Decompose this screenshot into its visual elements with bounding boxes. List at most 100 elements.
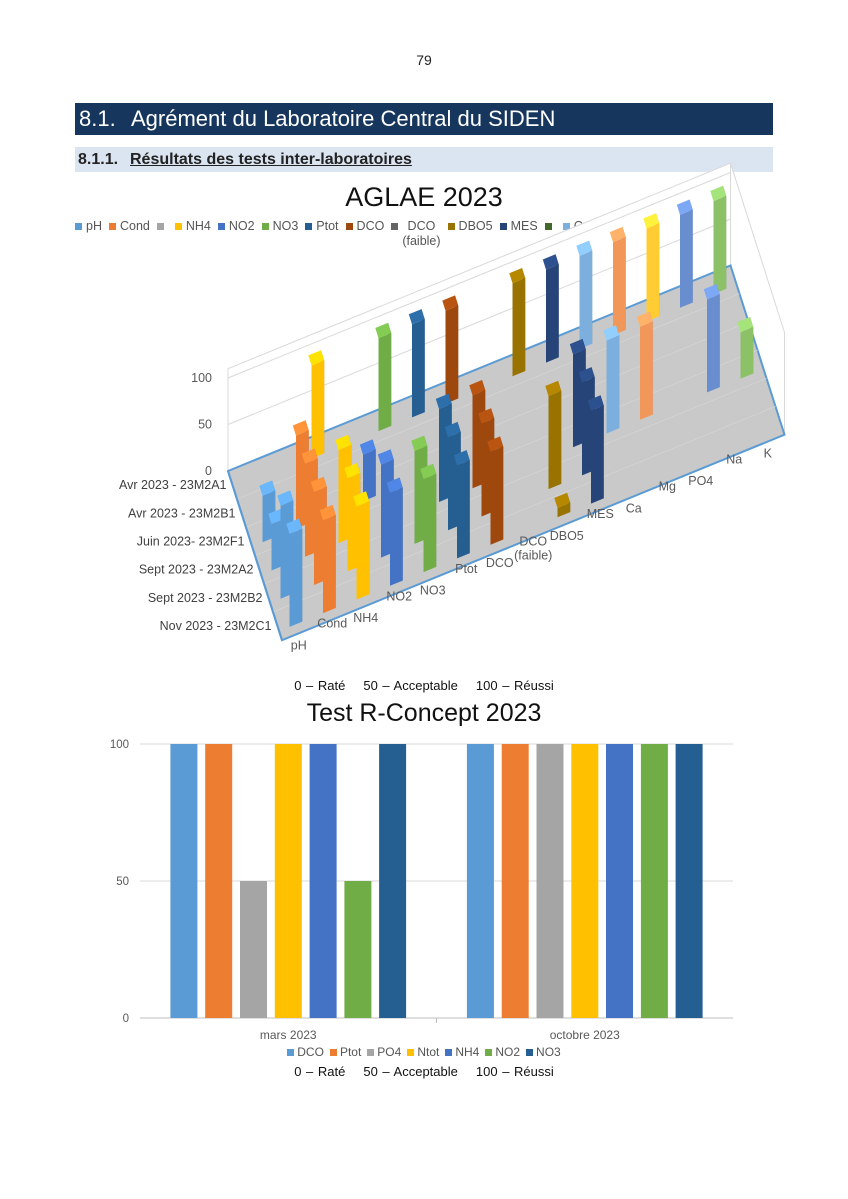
bar bbox=[308, 350, 325, 459]
scale-fail: 0 – Raté bbox=[294, 678, 346, 693]
scale-pass: 100 – Réussi bbox=[475, 678, 554, 693]
bar-top bbox=[545, 380, 562, 397]
legend-label: DCO bbox=[297, 1045, 324, 1059]
subsection-heading: 8.1.1. Résultats des tests inter-laborato… bbox=[75, 147, 773, 172]
bar bbox=[643, 213, 660, 322]
bar bbox=[386, 477, 403, 586]
rconcept-scale-note: 0 – Raté 50 – Acceptable 100 – Réussi bbox=[0, 1064, 848, 1079]
bar-front bbox=[613, 237, 626, 336]
bar bbox=[603, 325, 620, 434]
legend-label: DBO5 bbox=[458, 219, 493, 233]
bar-top bbox=[542, 254, 559, 270]
series-label: Sept 2023 - 23M2A2 bbox=[139, 563, 254, 577]
bar-top bbox=[359, 439, 376, 455]
bar-front bbox=[423, 473, 437, 573]
legend-swatch bbox=[526, 1048, 534, 1056]
bar-top bbox=[277, 490, 294, 506]
rconcept-chart-title: Test R-Concept 2023 bbox=[306, 699, 542, 727]
legend-entry: NO3 bbox=[526, 1045, 561, 1059]
bar-front bbox=[363, 449, 376, 502]
bar bbox=[609, 226, 626, 336]
category-label: DCO bbox=[486, 556, 514, 570]
bar-front bbox=[640, 321, 653, 420]
legend-label: NO2 bbox=[495, 1045, 521, 1059]
legend-label: Cond bbox=[119, 219, 150, 233]
legend-entry: pH bbox=[75, 219, 102, 234]
bar-front bbox=[311, 360, 325, 459]
bar bbox=[442, 295, 459, 404]
legend-entry: NO2 bbox=[217, 219, 255, 234]
bar-front bbox=[490, 446, 504, 545]
bar bbox=[703, 284, 720, 393]
bar bbox=[675, 744, 703, 1018]
bar-top bbox=[737, 316, 754, 333]
bar bbox=[640, 744, 668, 1018]
legend-label: pH bbox=[86, 219, 102, 233]
legend-swatch bbox=[391, 223, 399, 230]
bar bbox=[501, 744, 529, 1018]
series-label: Nov 2023 - 23M2C1 bbox=[160, 619, 272, 633]
category-label: MES bbox=[587, 507, 614, 521]
bar-front bbox=[546, 264, 559, 363]
section-number: 8.1. bbox=[79, 106, 116, 131]
bar-front bbox=[707, 294, 720, 393]
bar-front bbox=[289, 528, 303, 627]
bar-top bbox=[453, 450, 470, 466]
bar-top bbox=[420, 463, 437, 480]
bar-top bbox=[509, 268, 526, 284]
legend-swatch bbox=[485, 1048, 493, 1056]
bar-top bbox=[375, 322, 392, 339]
bar-top bbox=[569, 338, 586, 355]
legend-swatch bbox=[305, 223, 313, 230]
bar bbox=[710, 185, 727, 295]
bar-top bbox=[487, 436, 504, 452]
bar-front bbox=[378, 332, 392, 432]
bar bbox=[576, 240, 593, 349]
category-label: NH4 bbox=[353, 611, 378, 625]
bar bbox=[344, 881, 372, 1018]
bar bbox=[274, 744, 302, 1018]
category-label: Ptot bbox=[455, 562, 478, 576]
legend-label: NH4 bbox=[185, 219, 211, 233]
left-floor-edge bbox=[227, 470, 283, 641]
legend-label: DCO (faible) bbox=[402, 219, 441, 248]
bar-top bbox=[411, 435, 428, 451]
legend-swatch bbox=[367, 1048, 375, 1056]
bar bbox=[420, 463, 437, 573]
bar bbox=[170, 744, 198, 1018]
bar bbox=[737, 316, 754, 379]
bar-top bbox=[435, 393, 452, 409]
bar-front bbox=[457, 460, 470, 559]
category-label: NO2 bbox=[386, 589, 412, 603]
category-label: octobre 2023 bbox=[550, 1028, 620, 1042]
bar bbox=[536, 744, 564, 1018]
bar-top bbox=[386, 477, 403, 493]
bar bbox=[319, 504, 336, 614]
grid-line bbox=[227, 172, 731, 379]
legend-label: NH4 bbox=[455, 1045, 480, 1059]
bar-top bbox=[710, 185, 727, 202]
bar-top bbox=[292, 420, 309, 436]
bar bbox=[545, 380, 562, 490]
bar-top bbox=[286, 518, 303, 534]
scale-pass: 100 – Réussi bbox=[475, 1064, 554, 1079]
bar-front bbox=[323, 515, 336, 614]
section-heading: 8.1. Agrément du Laboratoire Central du S… bbox=[75, 103, 773, 135]
bar-top bbox=[603, 325, 620, 341]
section-title: Agrément du Laboratoire Central du SIDEN bbox=[131, 106, 556, 131]
bar-top bbox=[587, 395, 604, 411]
bar bbox=[309, 744, 337, 1018]
legend-entry: Ntot bbox=[407, 1045, 439, 1059]
legend-label: NO2 bbox=[228, 219, 255, 233]
category-label: K bbox=[764, 447, 773, 461]
bar bbox=[509, 268, 526, 377]
legend-entry: Cond bbox=[108, 219, 150, 234]
page-number: 79 bbox=[416, 52, 432, 68]
bar-front bbox=[591, 405, 604, 504]
category-label: NO3 bbox=[420, 584, 446, 598]
legend-swatch bbox=[407, 1048, 415, 1056]
bar bbox=[636, 311, 653, 420]
bar-top bbox=[609, 226, 626, 243]
scale-fail: 0 – Raté bbox=[294, 1064, 346, 1079]
